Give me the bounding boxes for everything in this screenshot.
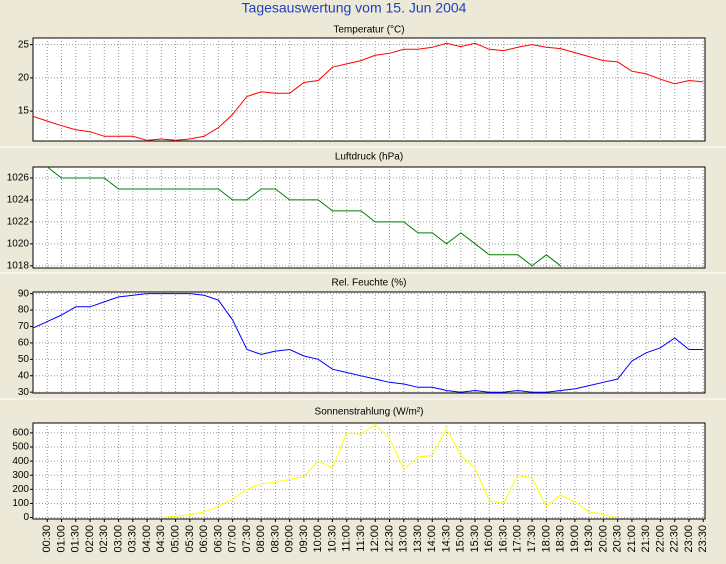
x-tick-label: 05:30: [184, 525, 196, 553]
y-tick-label: 1020: [7, 238, 30, 249]
y-tick-label: 300: [12, 470, 29, 481]
chart-title: Rel. Feuchte (%): [331, 278, 406, 289]
y-tick-label: 80: [18, 305, 30, 316]
y-tick-label: 70: [18, 321, 30, 332]
x-tick-label: 18:00: [540, 525, 552, 553]
chart-title: Sonnenstrahlung (W/m²): [315, 407, 424, 418]
x-tick-label: 12:30: [383, 525, 395, 553]
line-series: [161, 423, 618, 519]
y-tick-label: 200: [12, 484, 29, 495]
y-tick-label: 400: [12, 456, 29, 467]
x-tick-label: 14:30: [440, 525, 452, 553]
line-series: [33, 42, 704, 141]
x-tick-label: 14:00: [426, 525, 438, 553]
line-series: [46, 167, 561, 267]
y-tick-label: 500: [12, 442, 29, 453]
chart-title: Luftdruck (hPa): [335, 152, 403, 163]
x-tick-label: 19:00: [569, 525, 581, 553]
x-tick-label: 13:30: [412, 525, 424, 553]
plot-area: [32, 422, 706, 520]
x-tick-label: 10:00: [312, 525, 324, 553]
x-tick-label: 11:30: [355, 525, 367, 552]
x-tick-label: 20:30: [612, 525, 624, 553]
y-tick-label: 0: [23, 512, 29, 523]
x-tick-label: 17:00: [512, 525, 524, 553]
x-tick-label: 02:00: [84, 525, 96, 553]
x-tick-label: 19:30: [583, 525, 595, 553]
x-tick-label: 22:30: [669, 525, 681, 553]
y-tick-label: 25: [18, 39, 30, 50]
x-tick-label: 05:00: [170, 525, 182, 553]
x-tick-label: 16:30: [497, 525, 509, 553]
y-tick-label: 1026: [7, 173, 30, 184]
x-tick-label: 23:30: [697, 525, 709, 553]
x-tick-label: 15:30: [469, 525, 481, 553]
x-tick-label: 07:30: [241, 525, 253, 553]
x-tick-label: 02:30: [98, 525, 110, 553]
x-tick-label: 06:00: [198, 525, 210, 553]
x-tick-label: 12:00: [369, 525, 381, 553]
y-tick-label: 1024: [7, 195, 30, 206]
x-tick-label: 09:30: [298, 525, 310, 553]
x-tick-label: 04:00: [141, 525, 153, 553]
x-tick-label: 11:00: [341, 525, 353, 552]
line-series: [33, 293, 704, 393]
y-tick-label: 100: [12, 498, 29, 509]
y-tick-label: 1022: [7, 217, 30, 228]
x-tick-label: 15:00: [455, 525, 467, 553]
plot-area: [32, 37, 706, 142]
x-tick-label: 16:00: [483, 525, 495, 553]
x-tick-label: 13:00: [398, 525, 410, 553]
y-tick-label: 20: [18, 73, 30, 84]
x-tick-label: 17:30: [526, 525, 538, 553]
x-tick-label: 18:30: [555, 525, 567, 553]
x-tick-label: 03:00: [112, 525, 124, 553]
x-tick-label: 04:30: [155, 525, 167, 553]
y-tick-label: 90: [18, 288, 30, 299]
chart-title: Temperatur (°C): [333, 25, 404, 36]
x-tick-label: 20:00: [597, 525, 609, 553]
y-tick-label: 600: [12, 428, 29, 439]
y-tick-label: 1018: [7, 260, 30, 271]
x-tick-label: 00:30: [41, 525, 53, 553]
x-tick-label: 09:00: [284, 525, 296, 553]
y-tick-label: 40: [18, 370, 30, 381]
y-tick-label: 50: [18, 354, 30, 365]
x-tick-label: 22:00: [654, 525, 666, 553]
x-tick-label: 21:30: [640, 525, 652, 553]
x-tick-label: 08:00: [255, 525, 267, 553]
y-tick-label: 15: [18, 106, 30, 117]
x-tick-label: 01:00: [55, 525, 67, 553]
x-tick-label: 06:30: [212, 525, 224, 553]
page-title: Tagesauswertung vom 15. Jun 2004: [242, 0, 467, 16]
x-tick-label: 03:30: [127, 525, 139, 553]
x-tick-label: 23:00: [683, 525, 695, 553]
x-tick-label: 21:00: [626, 525, 638, 553]
x-tick-label: 07:00: [227, 525, 239, 553]
x-tick-label: 08:30: [269, 525, 281, 553]
x-tick-label: 01:30: [70, 525, 82, 553]
x-tick-label: 10:30: [326, 525, 338, 553]
y-tick-label: 60: [18, 338, 30, 349]
y-tick-label: 30: [18, 387, 30, 398]
